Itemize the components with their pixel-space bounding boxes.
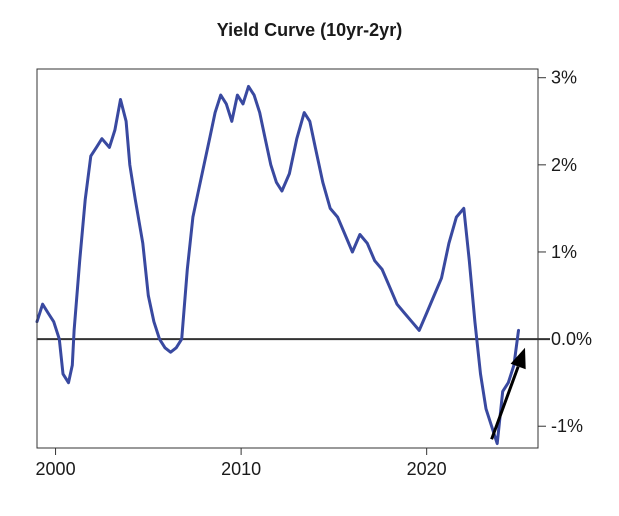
y-tick-label: 1% <box>551 242 577 262</box>
y-tick-label: 0.0% <box>551 329 592 349</box>
x-tick-label: 2020 <box>407 459 447 479</box>
axis-group: 3% 2% 1% 0.0% -1% 2000 2010 2020 <box>36 68 592 479</box>
x-tick-label: 2010 <box>221 459 261 479</box>
plot-frame <box>36 68 539 449</box>
y-tick-label: 2% <box>551 155 577 175</box>
series-line-0 <box>35 84 520 446</box>
plot-group <box>35 84 550 446</box>
arrow-head <box>510 347 526 370</box>
arrow-shaft <box>490 366 520 440</box>
chart-title: Yield Curve (10yr-2yr) <box>216 20 403 40</box>
y-tick-label: -1% <box>551 416 583 436</box>
x-tick-label: 2000 <box>36 459 76 479</box>
y-tick-label: 3% <box>551 68 577 88</box>
